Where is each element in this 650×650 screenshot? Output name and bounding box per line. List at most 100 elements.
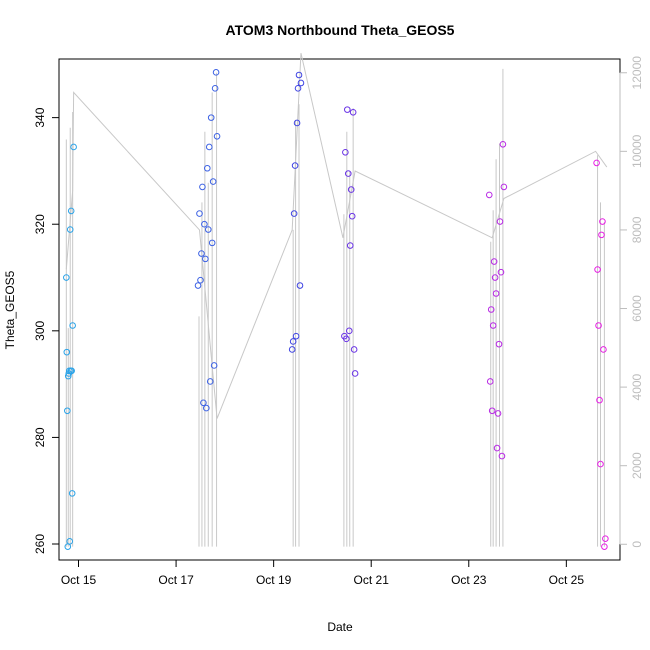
data-point [198,250,205,257]
data-point [67,207,75,215]
data-point [194,282,202,289]
data-point [211,85,219,92]
data-point [213,132,221,140]
data-point [348,212,356,220]
y-tick-label: 260 [33,534,47,554]
data-point [66,226,74,233]
data-point [201,220,208,228]
y-tick-label: 280 [33,427,47,447]
y-tick-label: 320 [33,214,47,234]
y2-tick-label: 2000 [630,452,644,479]
plot-frame [58,58,621,561]
data-point [498,452,506,460]
data-point [351,370,359,377]
data-point [493,444,501,452]
data-point [295,71,303,79]
data-point [500,183,508,191]
data-point [212,69,220,76]
data-point [208,239,216,247]
y2-tick-label: 8000 [630,216,644,243]
data-point [205,143,213,151]
data-point [63,348,71,356]
data-point [596,396,603,404]
data-point [344,170,352,177]
data-point [345,327,353,335]
y-axis-label: Theta_GEOS5 [3,270,17,349]
data-point [69,322,76,329]
x-tick-label: Oct 21 [354,573,390,587]
altitude-layer [65,52,608,547]
y-tick-label: 300 [33,320,47,340]
data-point [204,226,212,233]
x-tick-label: Oct 23 [451,573,487,587]
y-axis: 260 280 300 320 340 [33,107,60,554]
data-point [489,322,497,329]
y2-tick-label: 10000 [630,134,644,168]
data-point [490,258,498,265]
secondary-y-axis: 0 2000 4000 6000 8000 10000 12000 [619,56,644,548]
data-point [63,407,71,415]
data-point [203,164,211,172]
data-point [203,404,210,412]
data-point [497,268,505,276]
y-tick-label: 340 [33,107,47,127]
data-point [495,340,503,348]
data-point [487,306,495,313]
data-point [200,399,207,407]
data-point [485,191,493,199]
y2-tick-label: 6000 [630,295,644,322]
data-point [63,274,70,281]
data-point [196,210,203,217]
y2-tick-label: 12000 [630,56,644,90]
data-point [494,410,502,417]
points-layer [63,69,609,550]
data-point [597,460,604,468]
data-point [594,266,601,273]
x-tick-label: Oct 17 [158,573,194,587]
x-tick-label: Oct 19 [256,573,292,587]
data-point [290,210,298,217]
data-point [202,255,209,263]
data-point [593,159,600,167]
data-point [209,178,217,185]
data-point [70,143,77,151]
data-point [350,346,358,353]
data-point [207,114,215,121]
data-point [293,119,301,127]
data-point [491,274,499,281]
data-point [600,346,607,353]
data-point [206,378,214,385]
data-point [492,290,500,297]
data-point [68,367,75,375]
x-axis: Oct 15 Oct 17 Oct 19 Oct 21 Oct 23 Oct 25 [61,559,585,587]
data-point [346,242,354,249]
y2-tick-label: 4000 [630,373,644,400]
data-point [343,335,350,343]
data-point [342,148,349,156]
data-point [66,538,74,545]
data-point [291,162,299,169]
data-point [601,543,608,550]
data-point [297,79,305,87]
data-point [292,332,300,340]
data-point [288,346,296,353]
data-point [199,183,206,191]
altitude-line [65,52,608,419]
data-point [488,407,496,415]
data-point [496,218,504,225]
data-point [210,362,218,369]
data-point [499,140,507,148]
data-point [595,322,602,329]
data-point [344,106,351,113]
data-point [68,490,76,497]
data-point [296,282,304,289]
data-point [602,535,609,542]
data-point [197,276,204,284]
chart-title: ATOM3 Northbound Theta_GEOS5 [226,22,455,38]
data-point [294,85,302,92]
x-tick-label: Oct 25 [549,573,585,587]
y2-tick-label: 0 [630,541,644,548]
data-point [486,378,494,385]
x-tick-label: Oct 15 [61,573,97,587]
